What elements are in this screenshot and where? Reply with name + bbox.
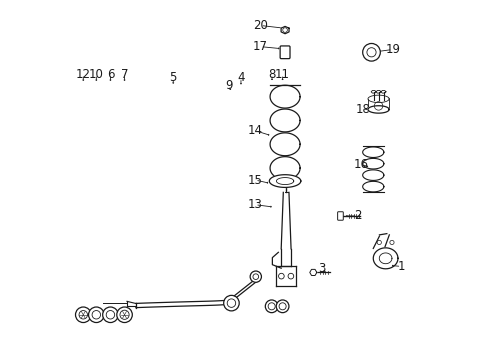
Polygon shape [269, 175, 300, 188]
Circle shape [88, 307, 104, 323]
Circle shape [117, 307, 132, 323]
Text: 19: 19 [385, 43, 399, 56]
Text: 1: 1 [397, 260, 405, 273]
Text: 3: 3 [317, 262, 325, 275]
Text: 7: 7 [121, 68, 128, 81]
Text: 9: 9 [224, 79, 232, 92]
Circle shape [278, 273, 284, 279]
Circle shape [75, 307, 91, 323]
Text: 5: 5 [169, 71, 177, 84]
Text: 12: 12 [76, 68, 91, 81]
Text: 2: 2 [353, 210, 361, 222]
Text: 18: 18 [354, 103, 369, 116]
Text: 10: 10 [89, 68, 103, 81]
Text: 4: 4 [237, 71, 244, 84]
Circle shape [223, 295, 239, 311]
FancyBboxPatch shape [280, 46, 289, 59]
Text: 17: 17 [252, 40, 267, 53]
Circle shape [376, 240, 381, 244]
Circle shape [389, 240, 393, 244]
Polygon shape [372, 248, 397, 269]
Circle shape [265, 300, 278, 312]
Circle shape [250, 271, 261, 282]
Text: 20: 20 [252, 19, 267, 32]
Text: 16: 16 [353, 158, 367, 171]
Text: 13: 13 [247, 198, 262, 211]
Polygon shape [281, 26, 288, 34]
Polygon shape [309, 269, 316, 275]
Circle shape [276, 300, 288, 312]
Text: 14: 14 [247, 124, 262, 137]
Polygon shape [367, 106, 388, 113]
Text: 6: 6 [106, 68, 114, 81]
Text: 8: 8 [268, 68, 275, 81]
Text: 15: 15 [247, 174, 262, 186]
Text: 11: 11 [275, 68, 289, 81]
Circle shape [362, 44, 380, 61]
Circle shape [102, 307, 118, 323]
FancyBboxPatch shape [337, 212, 343, 220]
Circle shape [287, 273, 293, 279]
